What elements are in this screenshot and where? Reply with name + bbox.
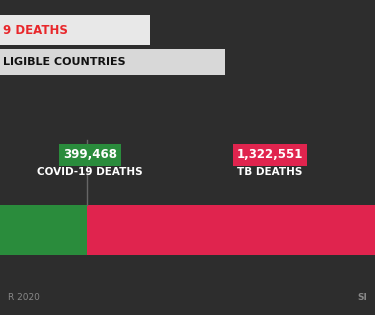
Text: R 2020: R 2020 (8, 293, 40, 301)
Text: COVID-19 DEATHS: COVID-19 DEATHS (37, 167, 143, 177)
Text: 399,468: 399,468 (63, 148, 117, 162)
Text: 1,322,551: 1,322,551 (237, 148, 303, 162)
FancyBboxPatch shape (0, 15, 150, 45)
FancyBboxPatch shape (0, 205, 87, 255)
FancyBboxPatch shape (87, 205, 375, 255)
Text: SI: SI (357, 293, 367, 301)
Text: 9 DEATHS: 9 DEATHS (3, 24, 68, 37)
FancyBboxPatch shape (0, 49, 225, 75)
Text: TB DEATHS: TB DEATHS (237, 167, 303, 177)
Text: LIGIBLE COUNTRIES: LIGIBLE COUNTRIES (3, 57, 126, 67)
